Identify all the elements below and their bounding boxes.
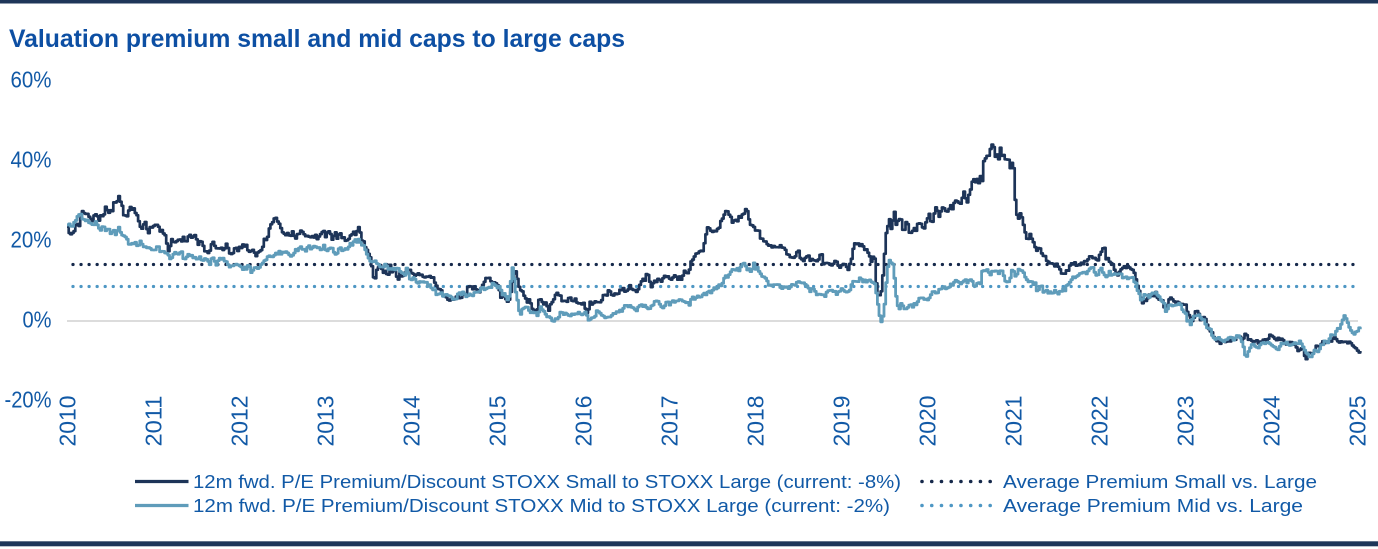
svg-text:2020: 2020 [914,396,940,447]
svg-text:40%: 40% [11,146,52,172]
svg-text:Average Premium Small vs. Larg: Average Premium Small vs. Large [1003,472,1317,492]
svg-text:2016: 2016 [570,396,596,447]
svg-text:2024: 2024 [1258,395,1284,446]
svg-text:2022: 2022 [1086,396,1112,447]
svg-text:2011: 2011 [140,396,166,447]
svg-text:Average Premium Mid vs. Large: Average Premium Mid vs. Large [1003,496,1303,516]
svg-text:2017: 2017 [656,396,682,447]
svg-text:20%: 20% [11,226,52,252]
svg-text:2019: 2019 [828,396,854,447]
svg-text:2025: 2025 [1344,396,1370,447]
svg-text:12m fwd. P/E Premium/Discount: 12m fwd. P/E Premium/Discount STOXX Smal… [193,472,901,492]
svg-text:2021: 2021 [1000,396,1026,447]
svg-text:2014: 2014 [398,395,424,446]
svg-text:-20%: -20% [5,386,52,412]
svg-text:12m fwd. P/E Premium/Discount: 12m fwd. P/E Premium/Discount STOXX Mid … [193,496,890,516]
svg-text:2010: 2010 [54,396,80,447]
svg-text:2012: 2012 [226,396,252,447]
svg-text:0%: 0% [23,306,52,332]
svg-text:60%: 60% [11,66,52,92]
svg-text:2015: 2015 [484,396,510,447]
svg-text:2018: 2018 [742,396,768,447]
svg-text:2013: 2013 [312,396,338,447]
svg-text:2023: 2023 [1172,396,1198,447]
svg-text:Valuation premium small and mi: Valuation premium small and mid caps to … [9,25,625,53]
